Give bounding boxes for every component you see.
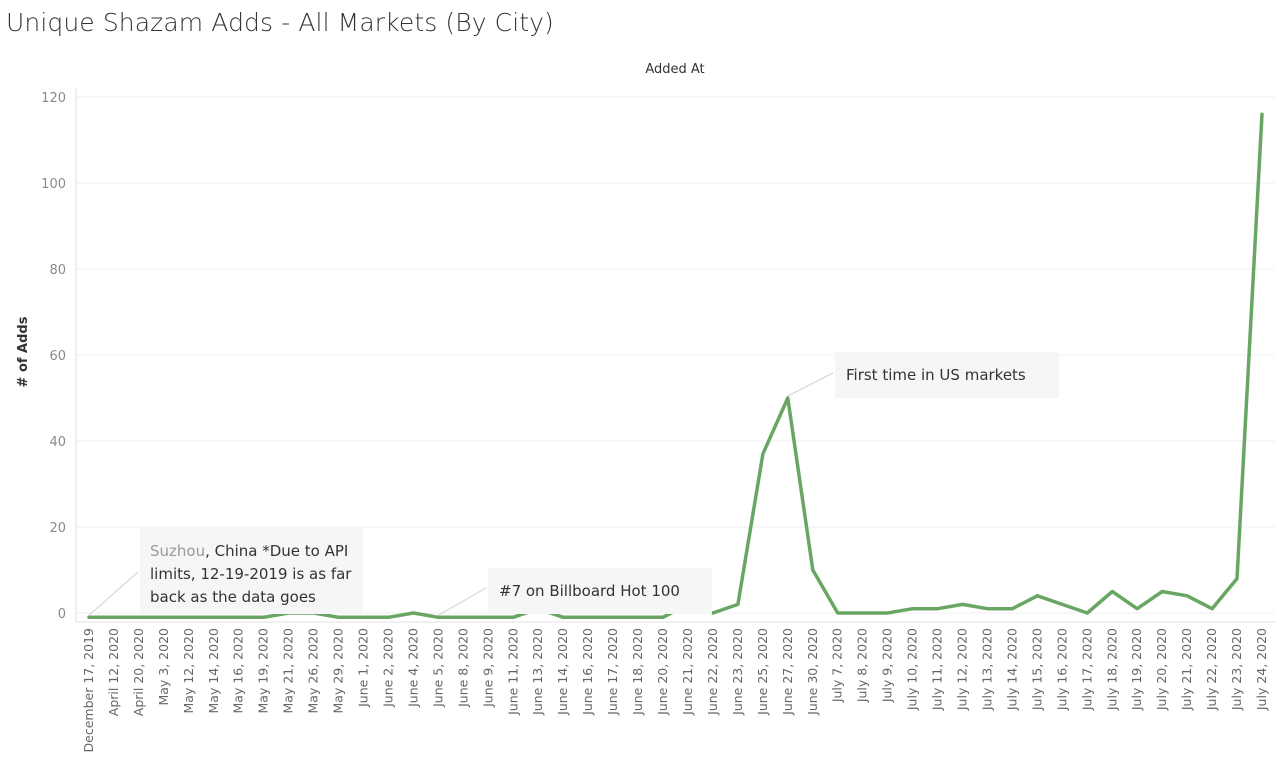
x-tick-label: June 16, 2020: [580, 628, 595, 716]
x-tick-label: July 13, 2020: [979, 628, 994, 711]
x-tick-label: July 15, 2020: [1029, 628, 1044, 711]
x-tick-label: June 27, 2020: [780, 628, 795, 716]
y-tick-label: 80: [49, 263, 66, 278]
x-tick-label: May 21, 2020: [281, 628, 296, 714]
annotation-suzhou-text: , China *Due to API limits, 12-19-2019 i…: [150, 542, 352, 606]
annotation-us-markets-text: First time in US markets: [846, 366, 1026, 384]
x-tick-label: April 20, 2020: [131, 628, 146, 716]
x-tick-label: June 25, 2020: [755, 628, 770, 716]
x-tick-label: June 17, 2020: [605, 628, 620, 716]
x-tick-label: July 8, 2020: [855, 628, 870, 703]
y-tick-label: 0: [58, 607, 66, 622]
x-axis-title: Added At: [645, 62, 704, 77]
x-tick-label: June 2, 2020: [380, 628, 395, 708]
x-tick-label: May 16, 2020: [231, 628, 246, 714]
annotation-billboard-text: #7 on Billboard Hot 100: [499, 582, 680, 600]
x-tick-label: May 12, 2020: [181, 628, 196, 714]
x-tick-label: June 21, 2020: [680, 628, 695, 716]
x-tick-label: June 30, 2020: [805, 628, 820, 716]
x-tick-label: July 22, 2020: [1204, 628, 1219, 711]
x-tick-label: July 11, 2020: [930, 628, 945, 711]
x-tick-label: July 21, 2020: [1179, 628, 1194, 711]
page-title: Unique Shazam Adds - All Markets (By Cit…: [6, 8, 554, 37]
x-axis: December 17, 2019 April 12, 2020 April 20,…: [81, 628, 1269, 753]
x-tick-label: June 13, 2020: [530, 628, 545, 716]
x-tick-label: June 20, 2020: [655, 628, 670, 716]
x-tick-label: May 29, 2020: [331, 628, 346, 714]
annotation-billboard: #7 on Billboard Hot 100: [488, 568, 712, 614]
x-tick-label: July 9, 2020: [880, 628, 895, 703]
x-tick-label: July 23, 2020: [1229, 628, 1244, 711]
x-tick-label: July 24, 2020: [1254, 628, 1269, 711]
x-tick-label: July 10, 2020: [905, 628, 920, 711]
annotation-leader-line: [88, 571, 139, 616]
x-tick-label: April 12, 2020: [106, 628, 121, 716]
y-tick-label: 60: [49, 349, 66, 364]
x-tick-label: July 14, 2020: [1004, 628, 1019, 711]
y-axis: 0 20 40 60 80 100 120: [41, 91, 66, 622]
x-tick-label: May 26, 2020: [306, 628, 321, 714]
y-tick-label: 20: [49, 521, 66, 536]
x-tick-label: May 3, 2020: [156, 628, 171, 706]
x-tick-label: July 12, 2020: [955, 628, 970, 711]
annotation-suzhou: Suzhou, China *Due to API limits, 12-19-…: [140, 528, 363, 614]
x-tick-label: June 23, 2020: [730, 628, 745, 716]
x-tick-label: June 22, 2020: [705, 628, 720, 716]
y-tick-label: 40: [49, 435, 66, 450]
x-tick-label: July 18, 2020: [1104, 628, 1119, 711]
x-tick-label: June 14, 2020: [555, 628, 570, 716]
x-tick-label: July 16, 2020: [1054, 628, 1069, 711]
x-tick-label: July 7, 2020: [830, 628, 845, 703]
x-tick-label: June 18, 2020: [630, 628, 645, 716]
annotation-us-markets: First time in US markets: [835, 352, 1059, 398]
x-tick-label: May 14, 2020: [206, 628, 221, 714]
x-tick-label: June 4, 2020: [405, 628, 420, 708]
gridlines: [75, 88, 1275, 623]
x-tick-label: July 17, 2020: [1079, 628, 1094, 711]
x-tick-label: July 19, 2020: [1129, 628, 1144, 711]
annotation-leader-line: [438, 587, 487, 616]
x-tick-label: May 19, 2020: [256, 628, 271, 714]
x-tick-label: July 20, 2020: [1154, 628, 1169, 711]
x-tick-label: June 5, 2020: [430, 628, 445, 708]
y-tick-label: 100: [41, 177, 66, 192]
x-tick-label: June 1, 2020: [356, 628, 371, 708]
x-tick-label: June 11, 2020: [505, 628, 520, 716]
annotation-suzhou-city: Suzhou: [150, 542, 206, 560]
y-tick-label: 120: [41, 91, 66, 106]
y-axis-title: # of Adds: [16, 316, 31, 387]
x-tick-label: June 9, 2020: [480, 628, 495, 708]
x-tick-label: June 8, 2020: [455, 628, 470, 708]
annotation-leader-line: [787, 372, 834, 397]
annotation-leaders: [88, 372, 834, 616]
x-tick-label: December 17, 2019: [81, 628, 96, 753]
